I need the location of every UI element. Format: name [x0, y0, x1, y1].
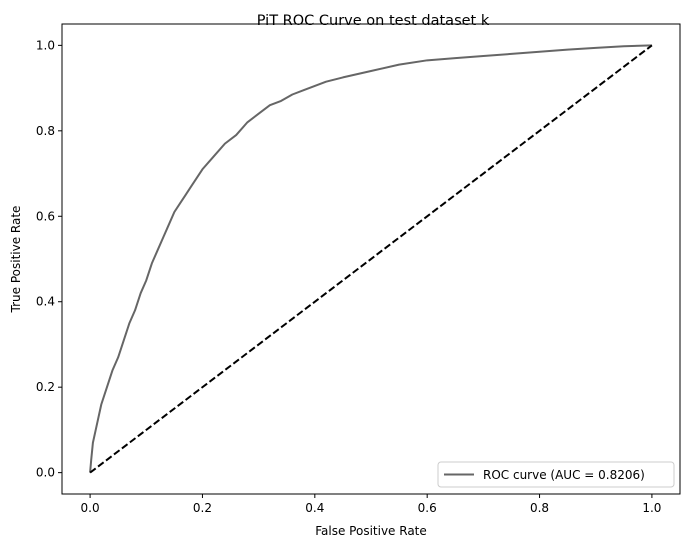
y-axis-ticks: 0.0 0.2 0.4 0.6 0.8 1.0 — [36, 38, 62, 480]
chance-diagonal-line — [89, 44, 653, 474]
plot-area — [61, 23, 681, 495]
x-tick-label: 0.8 — [530, 501, 549, 515]
y-tick-label: 0.0 — [36, 466, 55, 480]
axes-frame — [61, 23, 681, 495]
y-tick-label: 0.2 — [36, 380, 55, 394]
legend: ROC curve (AUC = 0.8206) — [437, 461, 675, 488]
x-axis-label: False Positive Rate — [315, 524, 427, 538]
y-tick-label: 0.8 — [36, 124, 55, 138]
y-axis-label: True Positive Rate — [9, 206, 23, 314]
x-tick-label: 0.4 — [305, 501, 324, 515]
y-tick-label: 0.6 — [36, 209, 55, 223]
legend-box — [437, 461, 675, 488]
y-tick-label: 1.0 — [36, 38, 55, 52]
legend-label-roc-curve: ROC curve (AUC = 0.8206) — [483, 468, 645, 482]
chart-title: PiT ROC Curve on test dataset k — [257, 13, 490, 29]
x-tick-label: 0.0 — [81, 501, 100, 515]
x-tick-label: 0.2 — [193, 501, 212, 515]
roc-curve-line — [89, 44, 652, 473]
x-axis-ticks: 0.0 0.2 0.4 0.6 0.8 1.0 — [81, 494, 661, 515]
series-layer — [89, 44, 653, 474]
y-tick-label: 0.4 — [36, 295, 55, 309]
x-tick-label: 1.0 — [642, 501, 661, 515]
x-tick-label: 0.6 — [418, 501, 437, 515]
